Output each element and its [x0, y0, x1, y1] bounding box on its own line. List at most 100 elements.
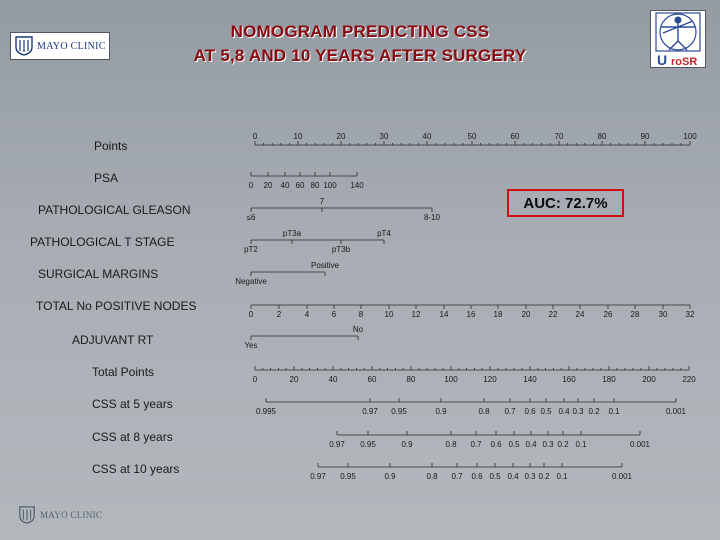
points-tick-label: 100	[683, 132, 697, 141]
points-tick-label: 40	[423, 132, 432, 141]
vitruvian-man-icon: U roSR	[655, 12, 701, 68]
nodes-tick-label: 24	[576, 310, 585, 319]
css10-tick-label: 0.1	[556, 472, 568, 481]
psa-tick-label: 100	[323, 181, 337, 190]
total-tick-label: 40	[329, 375, 338, 384]
css5-tick-label: 0.6	[524, 407, 536, 416]
row-label-css5: CSS at 5 years	[92, 397, 173, 411]
total-tick-label: 80	[407, 375, 416, 384]
nodes-tick-label: 26	[604, 310, 613, 319]
nodes-tick-label: 20	[522, 310, 531, 319]
points-tick-label: 80	[598, 132, 607, 141]
css8-tick-label: 0.1	[575, 440, 587, 449]
psa-tick-label: 40	[281, 181, 290, 190]
margins-tick-label: Negative	[235, 277, 267, 286]
css8-tick-label: 0.97	[329, 440, 345, 449]
total-tick-label: 0	[253, 375, 258, 384]
css10-tick-label: 0.001	[612, 472, 633, 481]
css8-tick-label: 0.2	[557, 440, 569, 449]
css10-tick-label: 0.7	[451, 472, 463, 481]
css10-tick-label: 0.95	[340, 472, 356, 481]
css8-tick-label: 0.001	[630, 440, 651, 449]
adjrt-tick-label: Yes	[244, 341, 257, 350]
css5-tick-label: 0.8	[478, 407, 490, 416]
css10-tick-label: 0.5	[489, 472, 501, 481]
css10-tick-label: 0.2	[538, 472, 550, 481]
psa-tick-label: 140	[350, 181, 364, 190]
nodes-tick-label: 28	[631, 310, 640, 319]
points-tick-label: 0	[253, 132, 258, 141]
psa-tick-label: 20	[264, 181, 273, 190]
nodes-tick-label: 2	[277, 310, 282, 319]
css5-tick-label: 0.5	[540, 407, 552, 416]
margins-tick-label: Positive	[311, 261, 340, 270]
css10-tick-label: 0.3	[524, 472, 536, 481]
gleason-tick-label: 8-10	[424, 213, 441, 222]
nodes-tick-label: 0	[249, 310, 254, 319]
footer-wordmark: MAYO CLINIC	[40, 510, 103, 520]
total-tick-label: 180	[602, 375, 616, 384]
row-label-css8: CSS at 8 years	[92, 430, 173, 444]
total-tick-label: 160	[562, 375, 576, 384]
css8-tick-label: 0.3	[542, 440, 554, 449]
nodes-tick-label: 10	[385, 310, 394, 319]
nodes-tick-label: 6	[332, 310, 337, 319]
css8-tick-label: 0.95	[360, 440, 376, 449]
css10-tick-label: 0.8	[426, 472, 438, 481]
css5-tick-label: 0.97	[362, 407, 378, 416]
points-tick-label: 10	[294, 132, 303, 141]
row-label-margins: SURGICAL MARGINS	[38, 267, 159, 281]
footer-logo: MAYO CLINIC	[18, 506, 102, 524]
nodes-tick-label: 16	[467, 310, 476, 319]
css5-tick-label: 0.2	[588, 407, 600, 416]
css8-tick-label: 0.5	[508, 440, 520, 449]
css8-tick-label: 0.4	[525, 440, 537, 449]
points-tick-label: 70	[555, 132, 564, 141]
footer-shield-icon	[19, 506, 35, 524]
vitruvian-wordmark: roSR	[671, 56, 697, 67]
css5-tick-label: 0.1	[608, 407, 620, 416]
mayo-clinic-logo: MAYO CLINIC	[10, 32, 110, 60]
psa-tick-label: 80	[311, 181, 320, 190]
css10-tick-label: 0.6	[471, 472, 483, 481]
auc-box: AUC: 72.7%	[507, 189, 624, 217]
points-tick-label: 30	[380, 132, 389, 141]
total-tick-label: 220	[682, 375, 696, 384]
total-tick-label: 140	[523, 375, 537, 384]
tstage-tick-label: pT3a	[283, 229, 302, 238]
tstage-tick-label: pT3b	[332, 245, 351, 254]
row-label-nodes: TOTAL No POSITIVE NODES	[36, 299, 197, 313]
tstage-tick-label: pT2	[244, 245, 258, 254]
total-tick-label: 120	[483, 375, 497, 384]
total-tick-label: 60	[368, 375, 377, 384]
row-label-total: Total Points	[92, 365, 155, 379]
nodes-tick-label: 12	[412, 310, 421, 319]
nodes-tick-label: 18	[494, 310, 503, 319]
psa-tick-label: 60	[296, 181, 305, 190]
row-label-points: Points	[94, 139, 128, 153]
nodes-tick-label: 22	[549, 310, 558, 319]
gleason-tick-label: ≤6	[247, 213, 256, 222]
nodes-tick-label: 4	[305, 310, 310, 319]
css8-tick-label: 0.9	[401, 440, 413, 449]
adjrt-tick-label: No	[353, 325, 364, 334]
css8-tick-label: 0.7	[470, 440, 482, 449]
points-tick-label: 60	[511, 132, 520, 141]
psa-tick-label: 0	[249, 181, 254, 190]
vitruvian-letter: U	[657, 52, 667, 67]
css8-tick-label: 0.8	[445, 440, 457, 449]
row-label-tstage: PATHOLOGICAL T STAGE	[30, 235, 175, 249]
nodes-tick-label: 30	[659, 310, 668, 319]
points-tick-label: 50	[468, 132, 477, 141]
total-tick-label: 200	[642, 375, 656, 384]
title-line-1: NOMOGRAM PREDICTING CSS	[230, 22, 490, 41]
css5-tick-label: 0.9	[435, 407, 447, 416]
nodes-tick-label: 8	[359, 310, 364, 319]
mayo-shield-icon	[15, 36, 33, 56]
nodes-tick-label: 32	[686, 310, 695, 319]
css5-tick-label: 0.7	[504, 407, 516, 416]
nodes-tick-label: 14	[440, 310, 449, 319]
css5-tick-label: 0.3	[572, 407, 584, 416]
